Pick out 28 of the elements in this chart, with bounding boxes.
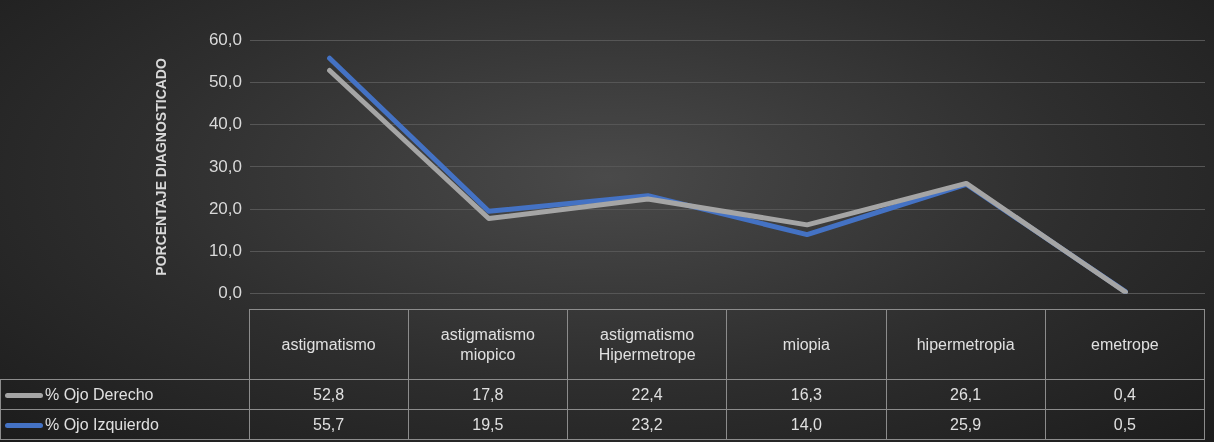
y-tick-label: 20,0 xyxy=(208,198,242,218)
data-label: 17,8 xyxy=(408,379,568,410)
x-tick-label: astigmatismo xyxy=(249,309,409,380)
data-label: 25,9 xyxy=(886,409,1046,440)
data-label: 22,4 xyxy=(567,379,727,410)
y-axis-title: PORCENTAJE DIAGNOSTICADO xyxy=(153,58,170,276)
data-label: 19,5 xyxy=(408,409,568,440)
data-label: 0,4 xyxy=(1045,379,1205,410)
data-label: 16,3 xyxy=(726,379,886,410)
y-tick-label: 10,0 xyxy=(208,241,242,261)
y-tick-label: 50,0 xyxy=(208,71,242,91)
x-tick-label: miopia xyxy=(726,309,886,380)
x-tick-label: hipermetropia xyxy=(886,309,1046,380)
data-label: 55,7 xyxy=(249,409,409,440)
legend-label: % Ojo Izquierdo xyxy=(0,409,249,440)
data-label: 26,1 xyxy=(886,379,1046,410)
data-label: 23,2 xyxy=(567,409,727,440)
legend-label: % Ojo Derecho xyxy=(0,379,249,410)
x-tick-label: astigmatismo Hipermetrope xyxy=(567,309,727,380)
data-label: 0,5 xyxy=(1045,409,1205,440)
x-tick-label: astigmatismo miopico xyxy=(408,309,568,380)
y-tick-label: 60,0 xyxy=(208,29,242,49)
y-tick-label: 30,0 xyxy=(208,156,242,176)
data-label: 14,0 xyxy=(726,409,886,440)
x-tick-label: emetrope xyxy=(1045,309,1205,380)
y-tick-label: 0,0 xyxy=(218,283,242,303)
y-tick-label: 40,0 xyxy=(208,114,242,134)
data-label: 52,8 xyxy=(249,379,409,410)
